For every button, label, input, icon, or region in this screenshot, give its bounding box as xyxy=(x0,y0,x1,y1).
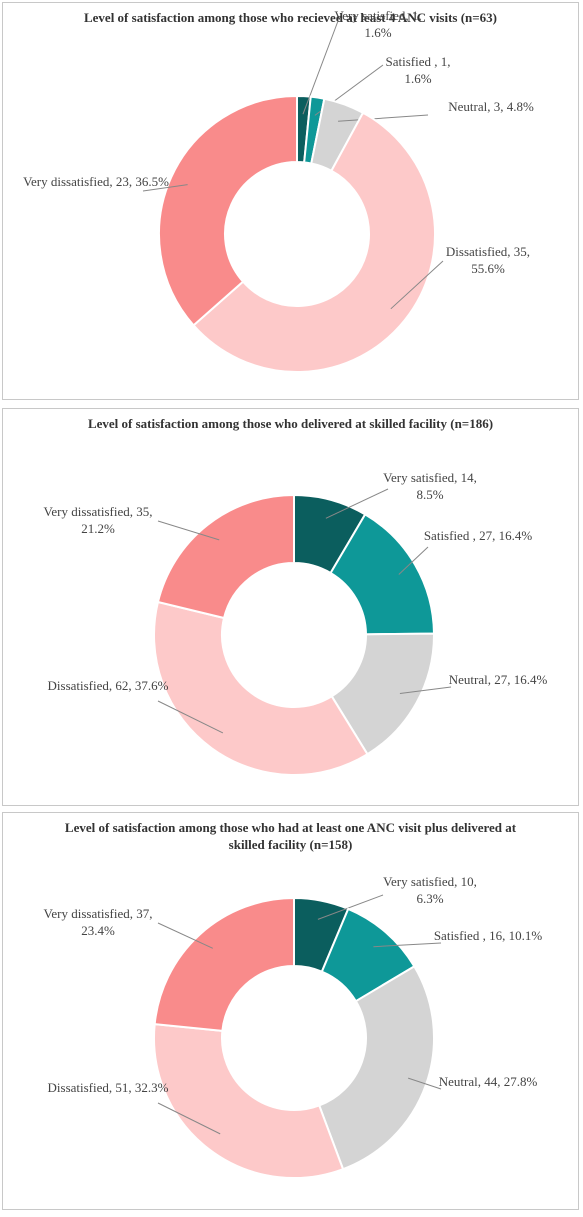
leader-line xyxy=(398,546,429,575)
data-label: Neutral, 44, 27.8% xyxy=(438,1074,538,1089)
data-label: Dissatisfied, 35, 55.6% xyxy=(445,244,531,276)
data-label: Neutral, 27, 16.4% xyxy=(448,672,548,687)
leader-line xyxy=(407,1077,442,1090)
leader-line xyxy=(142,184,188,192)
donut-slice xyxy=(317,965,435,1171)
data-label: Very dissatisfied, 37, 23.4% xyxy=(43,906,153,938)
data-label: Very satisfied, 14, 8.5% xyxy=(383,470,477,502)
data-label: Very dissatisfied, 35, 21.2% xyxy=(43,504,153,536)
leader-line xyxy=(390,260,444,310)
data-label: Very satisfied, 10, 6.3% xyxy=(383,874,477,906)
data-label: Very satisfied, 1, 1.6% xyxy=(334,8,422,40)
leader-line xyxy=(157,1102,221,1135)
leader-line xyxy=(157,922,214,949)
donut-slice xyxy=(153,1023,345,1179)
chart-panel: Level of satisfaction among those who de… xyxy=(2,408,579,806)
donut-slice xyxy=(158,94,298,327)
leader-line xyxy=(338,114,429,122)
chart-title: Level of satisfaction among those who de… xyxy=(87,416,494,431)
chart-title: Level of satisfaction among those who ha… xyxy=(64,820,517,852)
donut-slice xyxy=(192,111,436,373)
data-label: Satisfied , 27, 16.4% xyxy=(423,528,533,543)
data-label: Satisfied , 1, 1.6% xyxy=(385,54,451,86)
donut-slice xyxy=(153,600,369,776)
leader-line xyxy=(317,894,384,920)
chart-title: Level of satisfaction among those who re… xyxy=(83,10,498,25)
leader-line xyxy=(325,488,389,519)
chart xyxy=(153,894,442,1179)
chart xyxy=(142,20,444,373)
data-label: Satisfied , 16, 10.1% xyxy=(433,928,543,943)
leader-line xyxy=(157,700,224,734)
leader-line xyxy=(399,686,452,694)
donut-slice xyxy=(156,493,295,620)
leader-line xyxy=(302,20,339,115)
leader-line xyxy=(373,942,442,948)
chart-panel: Level of satisfaction among those who re… xyxy=(2,2,579,400)
chart xyxy=(153,488,452,776)
leader-line xyxy=(157,520,220,541)
data-label: Dissatisfied, 51, 32.3% xyxy=(47,1080,169,1095)
data-label: Dissatisfied, 62, 37.6% xyxy=(47,678,169,693)
donut-slice xyxy=(153,896,295,1032)
data-label: Very dissatisfied, 23, 36.5% xyxy=(23,174,169,189)
data-label: Neutral, 3, 4.8% xyxy=(448,99,534,114)
chart-panel: Level of satisfaction among those who ha… xyxy=(2,812,579,1210)
